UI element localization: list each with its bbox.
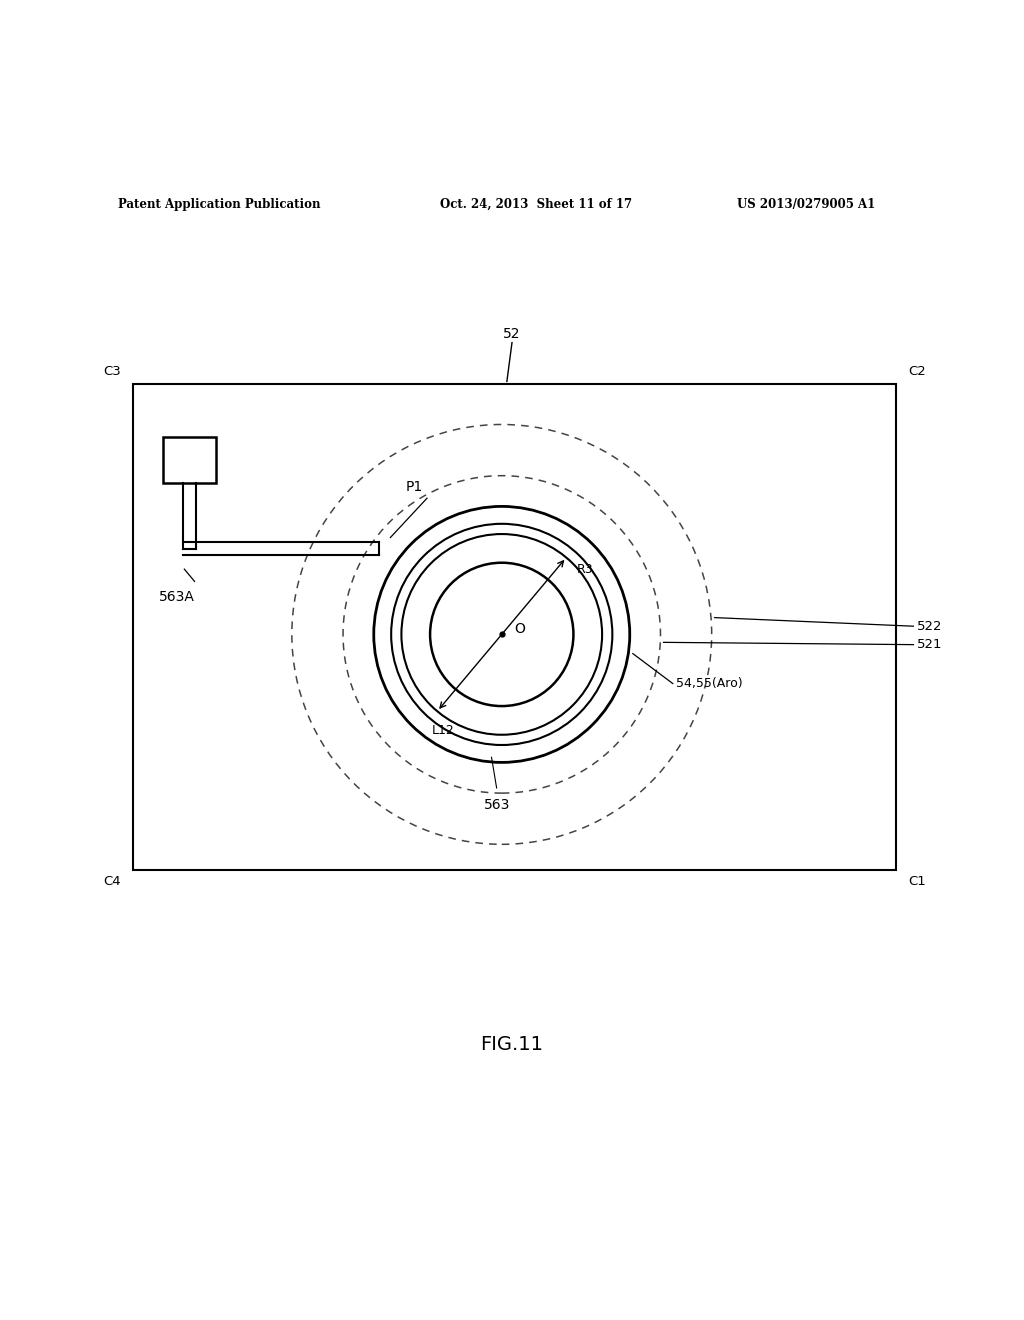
Text: 54,55(Aro): 54,55(Aro) bbox=[676, 677, 742, 690]
Text: Patent Application Publication: Patent Application Publication bbox=[118, 198, 321, 211]
Text: C4: C4 bbox=[103, 875, 121, 888]
Text: L12: L12 bbox=[432, 723, 455, 737]
Bar bbox=[163, 437, 216, 483]
Text: C1: C1 bbox=[908, 875, 926, 888]
Text: P1: P1 bbox=[407, 480, 423, 494]
Text: 522: 522 bbox=[916, 619, 942, 632]
Bar bbox=[133, 384, 896, 870]
Text: 563A: 563A bbox=[159, 590, 195, 603]
Text: US 2013/0279005 A1: US 2013/0279005 A1 bbox=[737, 198, 876, 211]
Text: 521: 521 bbox=[916, 638, 942, 651]
Text: 563: 563 bbox=[483, 799, 510, 812]
Text: C3: C3 bbox=[103, 366, 121, 379]
Text: FIG.11: FIG.11 bbox=[480, 1035, 544, 1053]
Text: O: O bbox=[514, 622, 525, 636]
Text: 52: 52 bbox=[503, 326, 521, 341]
Text: R3: R3 bbox=[577, 562, 593, 576]
Text: Oct. 24, 2013  Sheet 11 of 17: Oct. 24, 2013 Sheet 11 of 17 bbox=[440, 198, 633, 211]
Text: C2: C2 bbox=[908, 366, 926, 379]
